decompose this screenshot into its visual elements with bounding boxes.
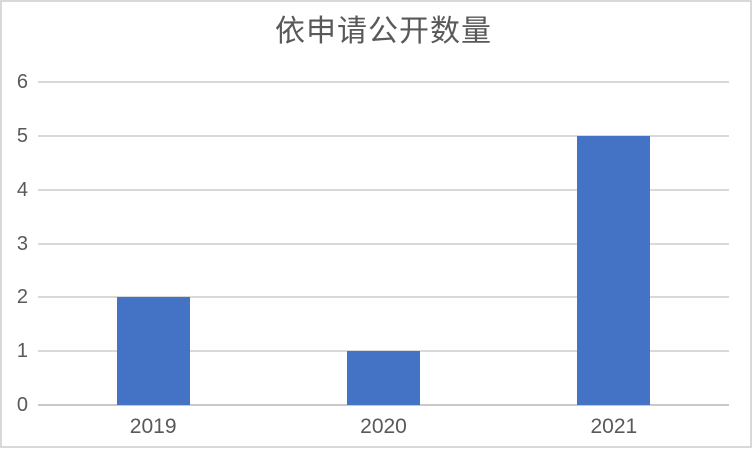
gridline-6: [38, 81, 729, 83]
x-axis-line: [38, 404, 729, 406]
bar-2019: [116, 297, 190, 405]
bar-2020: [347, 351, 420, 405]
y-axis-tick-label-2: 2: [16, 286, 28, 309]
gridline-5: [38, 134, 729, 137]
x-axis-label-2021: 2021: [590, 415, 638, 438]
y-axis-tick-label-0: 0: [16, 394, 28, 416]
y-axis-tick-label-5: 5: [16, 124, 28, 147]
y-axis-tick-label-6: 6: [16, 71, 28, 93]
gridline-2: [38, 296, 729, 299]
x-axis-label-2020: 2020: [360, 415, 407, 438]
gridline-4: [38, 188, 729, 191]
gridline-1: [38, 350, 729, 353]
bar-2021: [577, 135, 651, 405]
gridline-3: [38, 242, 729, 245]
chart-title: 依申请公开数量: [275, 15, 492, 48]
y-axis-tick-label-4: 4: [16, 178, 28, 201]
plot-area: [38, 81, 729, 406]
y-axis-tick-label-3: 3: [16, 232, 28, 255]
x-axis-label-2019: 2019: [129, 415, 177, 438]
y-axis-tick-label-1: 1: [16, 340, 28, 363]
